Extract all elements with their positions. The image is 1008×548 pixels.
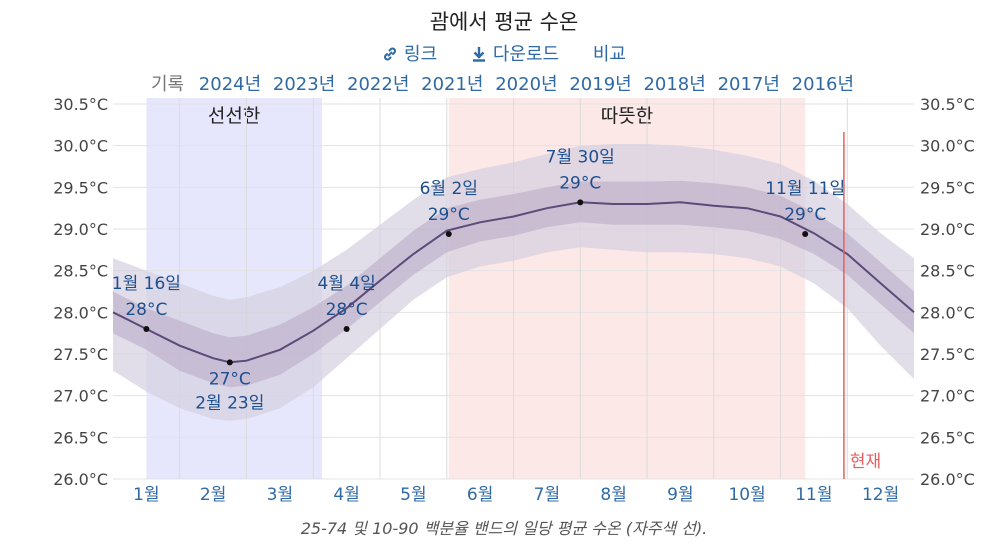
- page-title: 괌에서 평균 수온: [429, 10, 579, 34]
- download-icon: [472, 47, 485, 62]
- link-button[interactable]: 링크: [382, 44, 443, 65]
- y-tick-label-left: 27.0°C: [53, 387, 108, 406]
- x-tick-label: 6월: [467, 485, 493, 505]
- y-tick-label-right: 30.5°C: [920, 95, 975, 114]
- toolbar: 링크 다운로드 비교: [0, 40, 1008, 66]
- x-tick-label: 4월: [333, 485, 359, 505]
- annotation-value: 28°C: [125, 300, 167, 320]
- year-link-2017[interactable]: 2017년: [717, 74, 780, 95]
- year-link-2024[interactable]: 2024년: [198, 74, 262, 95]
- y-tick-label-right: 30.0°C: [920, 137, 975, 156]
- annotation-date: 4월 4일: [317, 274, 375, 294]
- annotation-point: [343, 326, 350, 332]
- x-tick-label: 3월: [267, 485, 293, 505]
- y-tick-label-right: 28.5°C: [920, 262, 975, 281]
- annotation-value: 29°C: [428, 205, 470, 225]
- x-tick-label: 12월: [862, 485, 899, 505]
- annotation-point: [226, 359, 233, 366]
- year-link-2018[interactable]: 2018년: [643, 74, 706, 95]
- now-label: 현재: [850, 452, 881, 472]
- annotation-point: [577, 199, 584, 206]
- record-years: 기록 2024년 2023년 2022년 2021년 2020년 2019년 2…: [0, 70, 1008, 96]
- y-tick-label-right: 26.5°C: [920, 428, 975, 447]
- annotation-date: 6월 2일: [420, 179, 478, 199]
- y-tick-label-left: 28.5°C: [53, 262, 108, 281]
- x-tick-label: 10월: [728, 485, 765, 505]
- annotation-date: 2월 23일: [195, 393, 264, 413]
- x-tick-label: 2월: [200, 485, 226, 505]
- x-tick-label: 8월: [600, 485, 626, 505]
- x-tick-label: 1월: [133, 485, 159, 505]
- chart-caption: 25-74 및 10-90 백분율 밴드의 일당 평균 수온 (자주색 선).: [300, 519, 708, 538]
- link-icon: [384, 47, 396, 61]
- annotation-point: [445, 231, 452, 237]
- y-tick-label-right: 26.0°C: [920, 470, 975, 489]
- y-tick-label-right: 29.0°C: [920, 220, 975, 239]
- download-button[interactable]: 다운로드: [471, 44, 565, 65]
- annotation-point: [143, 326, 150, 332]
- y-tick-label-left: 30.5°C: [53, 95, 108, 114]
- year-link-2023[interactable]: 2023년: [272, 74, 336, 95]
- annotation-value: 29°C: [559, 173, 601, 193]
- y-tick-label-right: 29.5°C: [920, 178, 975, 197]
- y-tick-label-left: 28.0°C: [53, 303, 108, 322]
- annotation-value: 28°C: [326, 300, 368, 320]
- y-tick-label-right: 27.5°C: [920, 345, 975, 364]
- band-25-75: [113, 180, 914, 388]
- x-tick-label: 7월: [534, 485, 560, 505]
- annotation-point: [802, 231, 809, 237]
- season-label-warm: 따뜻한: [601, 105, 653, 127]
- compare-button[interactable]: 비교: [592, 44, 626, 65]
- x-tick-label: 9월: [667, 485, 693, 505]
- annotation-value: 27°C: [209, 369, 251, 389]
- y-tick-label-left: 29.0°C: [53, 220, 108, 239]
- year-link-2016[interactable]: 2016년: [791, 74, 855, 95]
- y-tick-label-right: 27.0°C: [920, 387, 975, 406]
- y-tick-label-left: 30.0°C: [53, 137, 108, 156]
- year-link-2020[interactable]: 2020년: [495, 74, 558, 95]
- season-label-cool: 선선한: [208, 105, 260, 127]
- year-link-2021[interactable]: 2021년: [421, 74, 484, 95]
- annotation-value: 29°C: [784, 205, 826, 225]
- x-tick-label: 5월: [400, 485, 426, 505]
- year-link-2019[interactable]: 2019년: [569, 74, 632, 95]
- annotation-date: 11월 11일: [765, 179, 845, 199]
- x-tick-label: 11월: [795, 485, 832, 505]
- annotation-date: 7월 30일: [546, 147, 615, 167]
- record-label: 기록: [150, 74, 185, 95]
- y-tick-label-left: 27.5°C: [53, 345, 108, 364]
- download-label: 다운로드: [492, 44, 560, 65]
- link-label: 링크: [404, 44, 438, 65]
- y-tick-label-left: 29.5°C: [53, 178, 108, 197]
- y-tick-label-left: 26.0°C: [53, 470, 108, 489]
- y-tick-label-right: 28.0°C: [920, 303, 975, 322]
- annotation-date: 1월 16일: [112, 274, 181, 294]
- year-link-2022[interactable]: 2022년: [347, 74, 410, 95]
- y-tick-label-left: 26.5°C: [53, 428, 108, 447]
